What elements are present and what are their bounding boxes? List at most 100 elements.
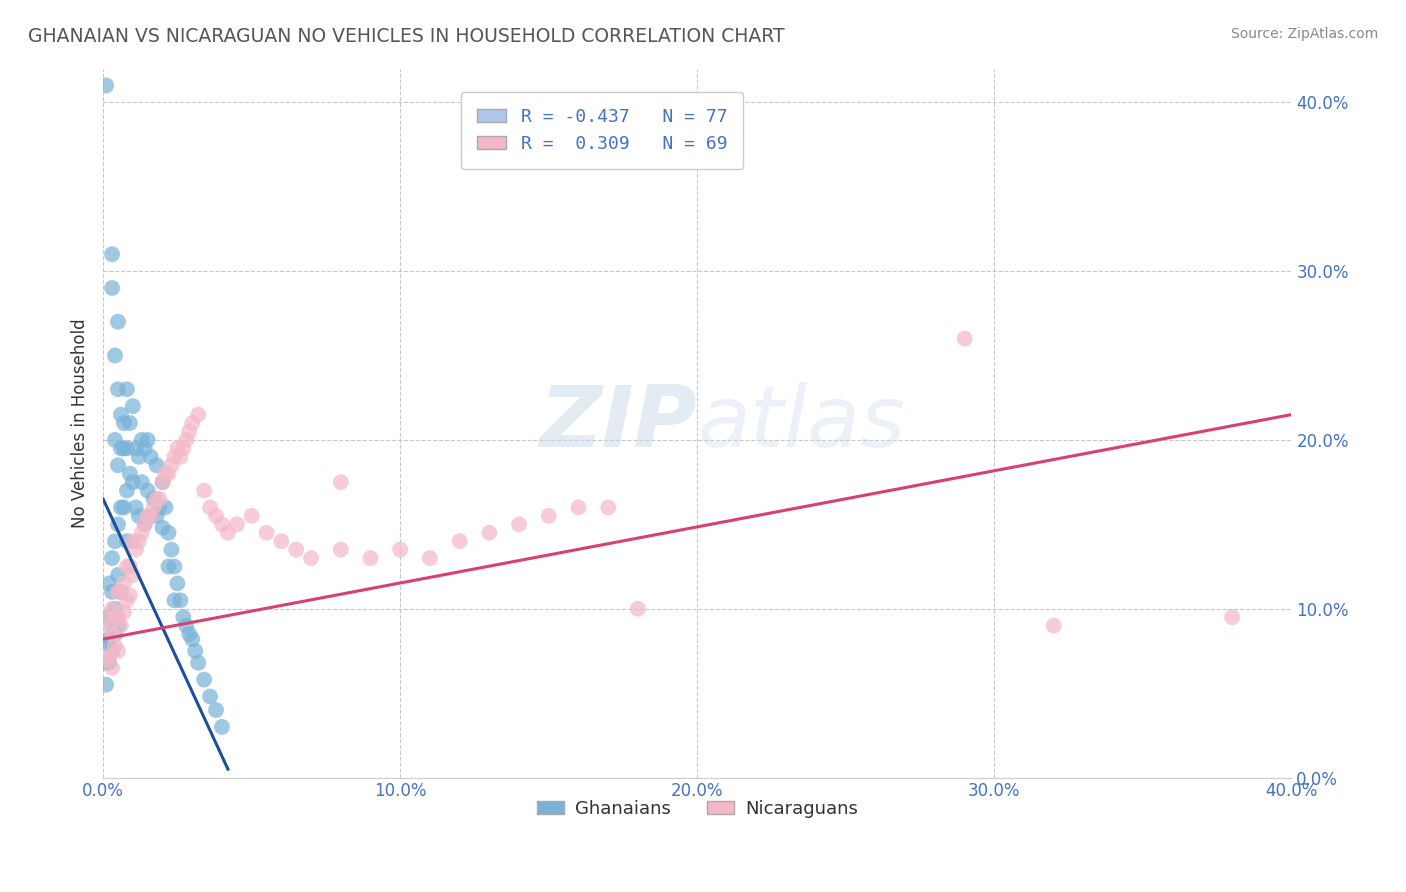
Point: [110, 500, 132, 515]
Point: [94, 678, 117, 692]
Point: [205, 508, 228, 523]
Point: [134, 517, 156, 532]
Point: [94, 656, 117, 670]
Point: [112, 442, 135, 456]
Point: [98, 632, 121, 647]
Point: [187, 656, 209, 670]
Point: [172, 610, 194, 624]
Point: [110, 618, 132, 632]
Point: [104, 534, 127, 549]
Point: [160, 542, 183, 557]
Point: [115, 483, 138, 498]
Point: [94, 635, 117, 649]
Point: [107, 610, 129, 624]
Point: [107, 315, 129, 329]
Point: [139, 508, 162, 523]
Point: [176, 433, 198, 447]
Point: [104, 610, 127, 624]
Point: [134, 442, 156, 456]
Point: [187, 408, 209, 422]
Point: [193, 483, 215, 498]
Point: [537, 508, 560, 523]
Point: [270, 534, 292, 549]
Point: [1220, 610, 1243, 624]
Point: [145, 458, 167, 473]
Point: [115, 593, 138, 607]
Point: [152, 475, 174, 490]
Point: [104, 627, 127, 641]
Point: [145, 508, 167, 523]
Point: [112, 605, 135, 619]
Point: [419, 551, 441, 566]
Point: [125, 542, 148, 557]
Point: [155, 500, 177, 515]
Point: [157, 525, 180, 540]
Point: [98, 576, 121, 591]
Point: [112, 416, 135, 430]
Point: [125, 500, 148, 515]
Point: [157, 467, 180, 481]
Point: [184, 644, 207, 658]
Point: [139, 450, 162, 464]
Point: [148, 500, 170, 515]
Point: [598, 500, 620, 515]
Point: [1042, 618, 1064, 632]
Point: [94, 610, 117, 624]
Point: [131, 525, 153, 540]
Point: [110, 585, 132, 599]
Point: [101, 627, 124, 641]
Point: [163, 450, 186, 464]
Point: [118, 559, 141, 574]
Point: [256, 525, 278, 540]
Text: Source: ZipAtlas.com: Source: ZipAtlas.com: [1230, 27, 1378, 41]
Point: [152, 521, 174, 535]
Point: [121, 534, 143, 549]
Point: [181, 416, 204, 430]
Point: [107, 585, 129, 599]
Point: [128, 508, 150, 523]
Point: [104, 433, 127, 447]
Point: [148, 491, 170, 506]
Y-axis label: No Vehicles in Household: No Vehicles in Household: [72, 318, 89, 528]
Point: [134, 517, 156, 532]
Point: [211, 517, 233, 532]
Point: [115, 534, 138, 549]
Point: [98, 610, 121, 624]
Point: [139, 508, 162, 523]
Point: [101, 585, 124, 599]
Point: [110, 442, 132, 456]
Point: [329, 475, 352, 490]
Point: [121, 399, 143, 413]
Point: [110, 585, 132, 599]
Point: [101, 618, 124, 632]
Point: [285, 542, 308, 557]
Point: [142, 500, 165, 515]
Point: [107, 618, 129, 632]
Point: [567, 500, 589, 515]
Point: [152, 475, 174, 490]
Point: [101, 551, 124, 566]
Point: [136, 483, 159, 498]
Point: [169, 593, 191, 607]
Point: [98, 648, 121, 663]
Point: [101, 661, 124, 675]
Point: [627, 601, 650, 615]
Point: [166, 576, 188, 591]
Text: atlas: atlas: [697, 382, 905, 465]
Point: [121, 475, 143, 490]
Point: [953, 332, 976, 346]
Point: [128, 534, 150, 549]
Point: [125, 442, 148, 456]
Point: [299, 551, 322, 566]
Point: [118, 416, 141, 430]
Point: [101, 281, 124, 295]
Point: [449, 534, 471, 549]
Point: [240, 508, 263, 523]
Point: [101, 247, 124, 261]
Point: [205, 703, 228, 717]
Point: [145, 491, 167, 506]
Point: [131, 433, 153, 447]
Point: [112, 500, 135, 515]
Point: [169, 450, 191, 464]
Point: [155, 467, 177, 481]
